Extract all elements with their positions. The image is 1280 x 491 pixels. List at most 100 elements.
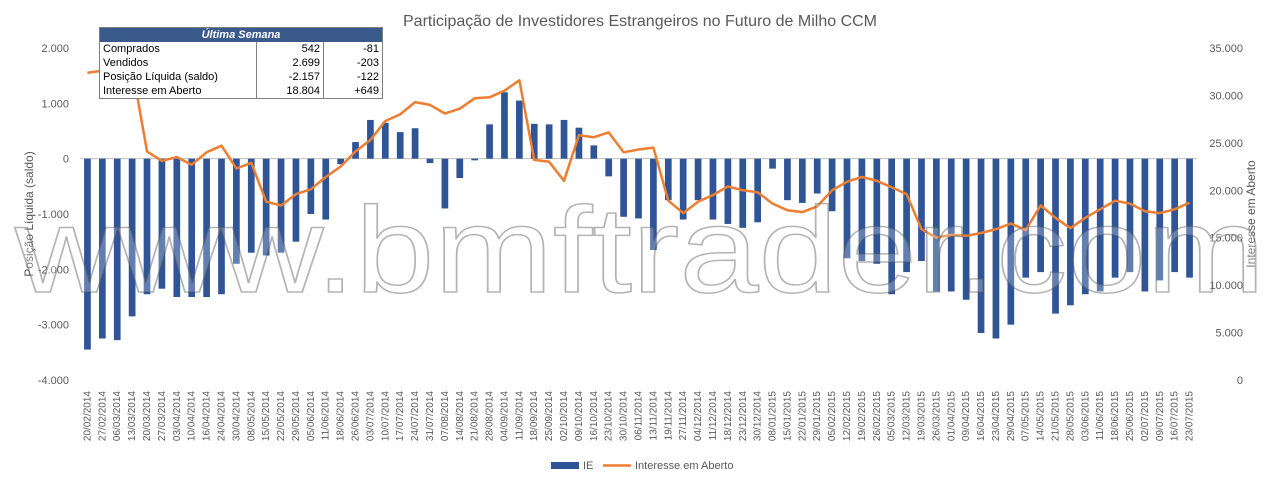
bar-ie bbox=[560, 119, 568, 159]
summary-value: 2.699 bbox=[256, 56, 324, 70]
bar-ie bbox=[605, 158, 613, 177]
x-tick-label: 09/07/2015 bbox=[1155, 391, 1166, 441]
y-tick-label-left: -1.000 bbox=[38, 209, 69, 221]
bar-ie bbox=[173, 158, 181, 297]
x-tick-label: 11/09/2014 bbox=[514, 391, 525, 441]
y-tick-label-right: 35.000 bbox=[1209, 43, 1243, 55]
legend-swatch-ie bbox=[551, 462, 579, 469]
x-tick-label: 18/06/2014 bbox=[336, 391, 347, 441]
bar-ie bbox=[1186, 158, 1193, 278]
y-tick-label-left: 0 bbox=[63, 154, 69, 166]
bar-ie bbox=[501, 92, 508, 159]
bar-ie bbox=[650, 158, 657, 250]
bar-ie bbox=[381, 122, 389, 159]
x-tick-label: 25/09/2014 bbox=[544, 391, 555, 441]
bar-ie bbox=[843, 158, 851, 259]
bar-ie bbox=[456, 158, 464, 179]
bar-ie bbox=[1126, 158, 1134, 273]
y-axis-label-left: Posição Líquida (saldo) bbox=[22, 151, 36, 276]
x-tick-label: 14/08/2014 bbox=[455, 391, 466, 441]
bar-ie bbox=[724, 158, 732, 224]
x-tick-label: 16/10/2014 bbox=[589, 391, 600, 441]
x-tick-label: 19/02/2015 bbox=[857, 391, 868, 441]
x-tick-label: 23/10/2014 bbox=[604, 391, 615, 441]
x-tick-label: 20/03/2014 bbox=[142, 391, 153, 441]
bar-ie bbox=[396, 132, 404, 159]
x-tick-label: 12/03/2015 bbox=[902, 391, 913, 441]
bar-ie bbox=[530, 123, 538, 159]
bar-ie bbox=[322, 158, 330, 220]
x-tick-label: 29/04/2015 bbox=[1006, 391, 1017, 441]
bar-ie bbox=[664, 158, 672, 201]
x-tick-label: 18/06/2015 bbox=[1110, 391, 1121, 441]
bar-ie bbox=[769, 158, 776, 169]
bar-ie bbox=[1111, 158, 1119, 278]
x-tick-label: 19/11/2014 bbox=[663, 391, 674, 441]
x-tick-label: 28/08/2014 bbox=[485, 391, 496, 441]
x-tick-label: 29/05/2014 bbox=[291, 391, 302, 441]
x-tick-label: 22/01/2015 bbox=[797, 391, 808, 441]
x-tick-label: 14/05/2015 bbox=[1036, 391, 1047, 441]
bar-ie bbox=[1067, 158, 1074, 306]
x-tick-label: 01/04/2015 bbox=[946, 391, 957, 441]
y-tick-label-left: 2.000 bbox=[41, 43, 69, 55]
summary-row: Vendidos 2.699 -203 bbox=[100, 56, 382, 70]
summary-label: Vendidos bbox=[100, 56, 257, 70]
x-tick-label: 22/05/2014 bbox=[276, 391, 287, 441]
x-tick-label: 26/02/2015 bbox=[872, 391, 883, 441]
x-tick-label: 15/05/2014 bbox=[261, 391, 272, 441]
bar-ie bbox=[635, 158, 642, 219]
summary-label: Interesse em Aberto bbox=[100, 84, 257, 98]
x-tick-label: 23/04/2015 bbox=[991, 391, 1002, 441]
line-interesse-em-aberto bbox=[87, 65, 1191, 239]
bar-ie bbox=[590, 145, 598, 159]
bar-ie bbox=[1052, 158, 1059, 314]
x-tick-label: 16/07/2015 bbox=[1170, 391, 1181, 441]
x-tick-label: 11/06/2014 bbox=[321, 391, 332, 441]
bar-ie bbox=[813, 158, 821, 194]
x-tick-label: 16/04/2014 bbox=[202, 391, 213, 441]
x-tick-label: 16/04/2015 bbox=[976, 391, 987, 441]
bar-ie bbox=[441, 158, 449, 209]
bar-ie bbox=[471, 158, 479, 161]
bar-ie bbox=[188, 158, 196, 297]
summary-label: Comprados bbox=[100, 42, 257, 56]
x-tick-label: 09/10/2014 bbox=[574, 391, 585, 441]
x-tick-label: 21/08/2014 bbox=[470, 391, 481, 441]
bar-ie bbox=[158, 158, 166, 289]
x-tick-label: 09/04/2015 bbox=[961, 391, 972, 441]
summary-change: -81 bbox=[363, 43, 379, 55]
y-tick-label-left: 1.000 bbox=[41, 98, 69, 110]
summary-header: Última Semana bbox=[100, 28, 382, 42]
legend-label-interesse: Interesse em Aberto bbox=[635, 460, 733, 472]
x-tick-label: 27/03/2014 bbox=[157, 391, 168, 441]
x-tick-label: 31/07/2014 bbox=[425, 391, 436, 441]
x-tick-label: 03/04/2014 bbox=[172, 391, 183, 441]
x-tick-label: 05/02/2015 bbox=[827, 391, 838, 441]
x-tick-label: 05/06/2014 bbox=[306, 391, 317, 441]
y-axis-right: 35.000 30.000 25.000 20.000 15.000 10.000 5.00… bbox=[1209, 43, 1243, 387]
bar-ie bbox=[858, 158, 866, 262]
summary-value: -2.157 bbox=[256, 70, 324, 84]
bar-ie bbox=[709, 158, 717, 220]
bar-ie bbox=[307, 158, 315, 214]
x-tick-label: 27/11/2014 bbox=[678, 391, 689, 441]
summary-change: -203 bbox=[356, 57, 379, 69]
x-tick-label: 04/12/2014 bbox=[693, 391, 704, 441]
x-tick-label: 08/01/2015 bbox=[768, 391, 779, 441]
bar-ie bbox=[486, 124, 493, 159]
y-axis-label-right: Interesse em Aberto bbox=[1244, 160, 1258, 268]
y-tick-label-right: 10.000 bbox=[1209, 280, 1243, 292]
y-tick-label-left: -2.000 bbox=[38, 264, 69, 276]
y-tick-label-right: 0 bbox=[1237, 375, 1243, 387]
x-tick-label: 27/02/2014 bbox=[97, 391, 108, 441]
bar-ie bbox=[620, 158, 627, 217]
y-tick-label-right: 30.000 bbox=[1209, 90, 1243, 102]
x-tick-label: 24/04/2014 bbox=[216, 391, 227, 441]
bar-ie bbox=[1096, 158, 1104, 292]
bar-ie bbox=[784, 158, 791, 201]
line-series-interesse bbox=[87, 65, 1191, 239]
bar-ie bbox=[739, 158, 747, 228]
x-tick-label: 06/03/2014 bbox=[112, 391, 123, 441]
x-tick-label: 07/05/2015 bbox=[1021, 391, 1032, 441]
